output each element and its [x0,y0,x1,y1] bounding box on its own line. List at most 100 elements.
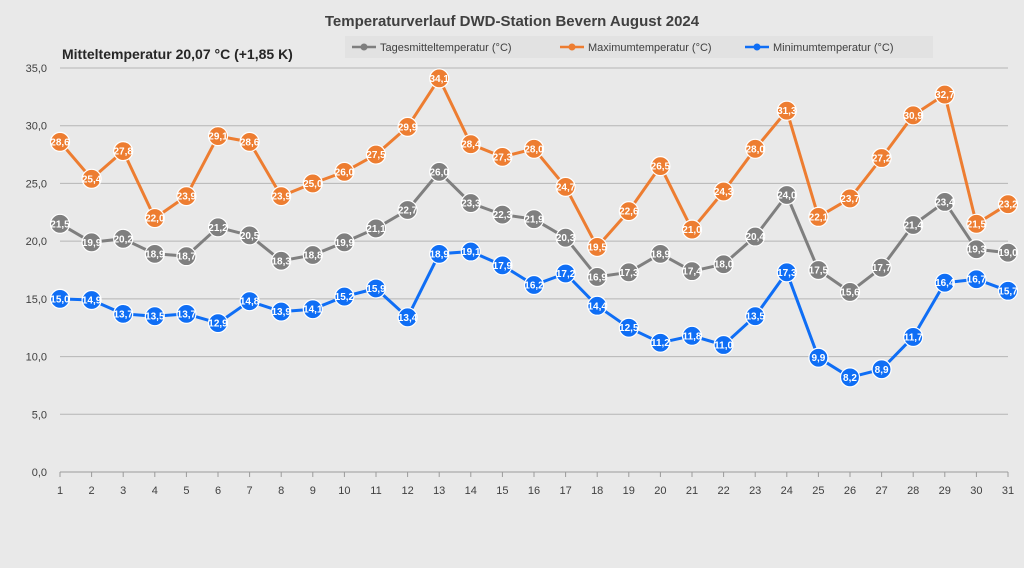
data-point [650,156,671,177]
data-point [997,280,1019,301]
data-label: 27,5 [366,150,386,161]
data-label: 23,9 [271,192,291,203]
data-label: 21,5 [967,219,987,230]
data-label: 29,1 [208,132,228,143]
data-point [523,209,545,230]
data-point [650,332,671,353]
data-label: 28,4 [461,140,481,151]
data-point [903,214,924,236]
data-point [207,312,229,334]
data-label: 12,9 [208,319,228,330]
data-label: 14,4 [587,301,607,312]
x-tick-label: 27 [875,485,887,497]
x-tick-label: 16 [528,485,540,497]
x-tick-label: 7 [247,485,253,497]
x-tick-label: 19 [623,485,635,497]
data-label: 16,7 [967,275,987,286]
x-tick-label: 23 [749,485,761,497]
data-point [871,257,892,278]
data-point [587,266,608,288]
data-label: 20,5 [240,231,260,242]
x-tick-label: 31 [1002,485,1014,497]
data-label: 26,0 [335,167,355,178]
data-label: 26,0 [429,167,449,178]
data-point [460,241,481,262]
y-tick-label: 25,0 [26,178,47,190]
data-label: 17,3 [619,268,639,279]
data-label: 28,6 [50,137,70,148]
x-tick-label: 30 [970,485,982,497]
data-label: 21,4 [903,220,923,231]
data-point [681,219,703,240]
data-label: 11,0 [714,341,733,352]
series-line [59,170,1009,294]
data-label: 15,7 [998,286,1018,297]
data-point [587,295,608,316]
data-point [492,146,513,167]
data-label: 22,3 [493,210,513,221]
data-point [808,206,829,228]
data-point [239,291,260,312]
data-point [271,301,292,322]
data-point [365,144,387,165]
data-label: 18,9 [145,249,165,260]
data-label: 19,5 [587,242,607,253]
data-label: 26,5 [651,162,671,173]
data-label: 18,3 [271,256,291,267]
data-label: 16,2 [524,281,544,292]
data-label: 19,9 [335,238,355,249]
x-tick-label: 25 [812,485,824,497]
data-label: 18,0 [714,260,734,271]
data-point [808,347,829,368]
data-label: 13,4 [398,313,418,324]
x-tick-label: 18 [591,485,603,497]
data-label: 16,4 [935,278,955,289]
chart-title: Temperaturverlauf DWD-Station Bevern Aug… [325,13,700,30]
data-point [523,138,545,159]
data-label: 18,8 [303,250,323,261]
data-label: 15,9 [366,284,386,295]
data-label: 12,5 [619,323,639,334]
y-tick-label: 20,0 [26,236,47,248]
data-label: 22,6 [619,207,639,218]
data-label: 31,3 [777,106,797,117]
data-point [492,255,513,276]
legend-box [345,36,933,58]
data-point [365,218,387,239]
x-tick-label: 21 [686,485,698,497]
data-point [934,84,955,105]
data-point [745,306,766,327]
data-point [713,254,734,275]
data-point [334,161,355,182]
data-point [776,184,797,206]
data-label: 24,3 [714,187,734,198]
data-point [776,100,797,121]
data-label: 23,4 [935,197,955,208]
data-point [839,367,861,388]
data-point [397,307,418,328]
data-label: 24,7 [556,182,576,193]
x-tick-label: 15 [496,485,508,497]
series-line [59,250,1009,379]
data-point [397,116,418,137]
data-point [903,105,924,126]
legend-marker [568,43,576,51]
data-point [460,134,481,155]
data-label: 20,4 [745,232,765,243]
x-tick-label: 24 [781,485,793,497]
data-point [745,138,766,159]
x-tick-label: 17 [559,485,571,497]
data-point [460,192,481,214]
data-point [966,239,987,260]
data-point [618,201,639,222]
data-label: 23,9 [177,192,197,203]
data-label: 17,5 [809,266,829,277]
data-point [365,278,387,299]
data-point [966,213,987,234]
data-label: 19,3 [967,245,987,256]
data-label: 13,7 [113,309,133,320]
axes: 0,05,010,015,020,025,030,035,01 2 3 4 5 6 7 8 9 1… [26,63,1015,497]
data-point [903,326,924,348]
